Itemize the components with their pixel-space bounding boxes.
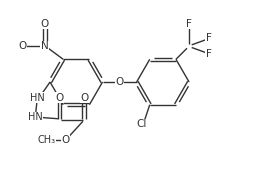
Text: CH₃: CH₃ bbox=[37, 135, 55, 145]
Text: O: O bbox=[18, 41, 27, 51]
Text: F: F bbox=[206, 33, 212, 43]
Text: HN: HN bbox=[28, 112, 43, 122]
Text: HN: HN bbox=[29, 93, 44, 103]
Text: O: O bbox=[116, 77, 124, 87]
Text: F: F bbox=[206, 49, 212, 59]
Text: O: O bbox=[80, 93, 88, 103]
Text: O: O bbox=[55, 93, 63, 103]
Text: O: O bbox=[41, 19, 49, 29]
Text: Cl: Cl bbox=[137, 119, 147, 129]
Text: F: F bbox=[186, 19, 192, 29]
Text: O: O bbox=[62, 135, 70, 145]
Text: N: N bbox=[41, 41, 49, 51]
